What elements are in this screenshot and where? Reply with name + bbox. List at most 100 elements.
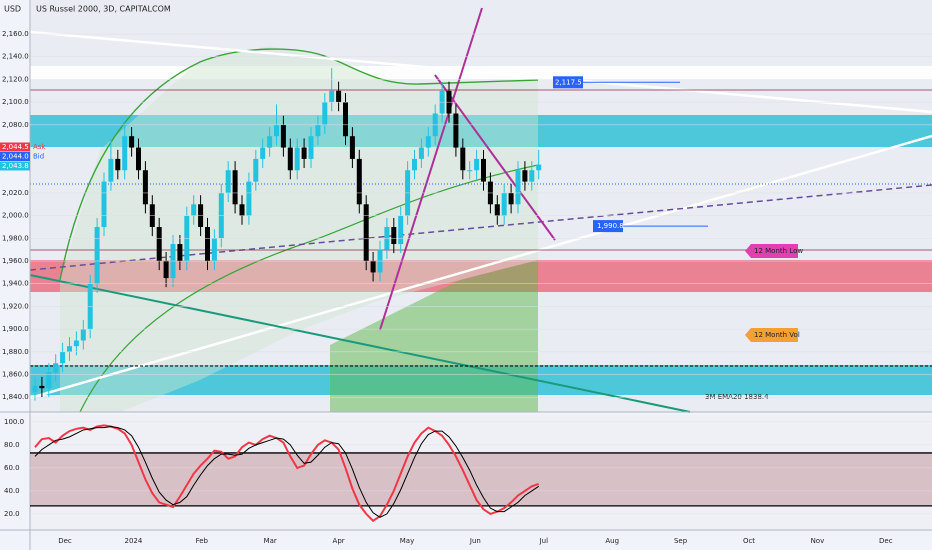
candle-body — [211, 238, 217, 262]
oscillator-band — [30, 453, 932, 506]
x-tick-label: Dec — [58, 537, 72, 545]
candle-body — [425, 136, 431, 148]
candle-body — [508, 192, 514, 205]
candle-body — [522, 170, 528, 182]
candle-body — [294, 147, 300, 171]
candle-body — [308, 136, 314, 159]
candle-body — [536, 164, 542, 171]
candle-body — [260, 147, 266, 159]
y-tick-label: 1,840.0 — [2, 393, 29, 401]
tag-box — [745, 244, 798, 258]
candle-body — [274, 124, 279, 137]
price-label: 2,044.0 — [2, 153, 29, 161]
candle-body — [225, 170, 231, 193]
y-tick-label: 2,080.0 — [2, 121, 29, 129]
candle-body — [280, 124, 286, 148]
candle-body — [108, 158, 114, 182]
candle-body — [329, 90, 335, 103]
candle-body — [129, 136, 135, 148]
y-tick-label: 2,020.0 — [2, 189, 29, 197]
price-label-name: Ask — [33, 143, 46, 151]
y-tick-label: 80.0 — [4, 441, 20, 449]
candle-body — [474, 158, 480, 171]
trendline — [29, 274, 691, 413]
y-tick-label: 1,920.0 — [2, 302, 29, 310]
x-tick-label: Mar — [264, 537, 277, 545]
y-tick-label: 100.0 — [4, 418, 24, 426]
price-label: 2,043.8 — [2, 162, 29, 170]
candle-body — [115, 158, 121, 171]
x-tick-label: Aug — [605, 537, 619, 545]
price-label-box — [0, 161, 30, 171]
annotation-box — [593, 220, 623, 233]
x-tick-label: Nov — [811, 537, 825, 545]
price-label: 2,044.5 — [2, 143, 29, 151]
candle-body — [239, 204, 245, 216]
price-label-box — [0, 142, 30, 152]
candle-body — [481, 158, 486, 182]
y-tick-label: 2,000.0 — [2, 212, 29, 220]
x-tick-label: Sep — [674, 537, 688, 545]
candle-body — [349, 136, 355, 159]
candle-body — [136, 147, 141, 171]
candle-body — [39, 385, 45, 389]
chart-title: US Russel 2000, 3D, CAPITALCOM — [36, 5, 171, 14]
candle-body — [60, 351, 66, 364]
y-tick-label: 1,880.0 — [2, 348, 29, 356]
candle-body — [529, 170, 535, 182]
y-tick-label: 1,960.0 — [2, 257, 29, 265]
candle-body — [418, 147, 424, 159]
annotation-label: 2,117.5 — [555, 78, 582, 86]
candle-body — [453, 113, 459, 148]
candle-body — [142, 170, 148, 205]
candle-body — [191, 204, 197, 216]
candle-body — [315, 124, 321, 137]
y-tick-label: 60.0 — [4, 464, 20, 472]
candle-body — [205, 226, 210, 262]
candle-body — [156, 226, 162, 262]
candle-body — [232, 170, 238, 205]
cloud — [330, 260, 538, 412]
candle-body — [322, 102, 328, 125]
y-tick-label: 2,120.0 — [2, 75, 29, 83]
candle-body — [343, 102, 348, 137]
trendline — [434, 74, 556, 241]
candle-body — [460, 147, 466, 171]
x-tick-label: Jun — [469, 537, 481, 545]
price-label-name: Bid — [33, 153, 44, 161]
candle-body — [101, 181, 107, 227]
tag-label: 12 Month Low — [754, 247, 803, 255]
x-tick-label: 2024 — [124, 537, 142, 545]
x-tick-label: May — [400, 537, 414, 545]
candle-body — [336, 90, 342, 103]
oscillator-line — [34, 424, 540, 523]
annotation-label: 1,990.8 — [597, 222, 624, 230]
upper-band — [59, 48, 539, 281]
x-tick-label: Jul — [539, 537, 549, 545]
candle-body — [32, 385, 38, 392]
x-tick-label: Feb — [196, 537, 209, 545]
candle-body — [363, 204, 369, 262]
y-tick-label: 1,900.0 — [2, 325, 29, 333]
candle-body — [501, 192, 507, 216]
y-tick-label: 1,940.0 — [2, 280, 29, 288]
zone — [30, 115, 932, 147]
candle-body — [515, 170, 521, 205]
candle-body — [73, 340, 79, 347]
candle-body — [494, 204, 500, 216]
x-tick-label: Apr — [333, 537, 345, 545]
x-tick-label: Dec — [879, 537, 893, 545]
y-tick-label: 2,160.0 — [2, 30, 29, 38]
candle-body — [370, 261, 376, 273]
candle-body — [391, 226, 397, 245]
y-tick-label: 2,140.0 — [2, 53, 29, 61]
candle-body — [122, 136, 128, 171]
candle-body — [253, 158, 259, 182]
x-tick-label: Oct — [743, 537, 755, 545]
candle-body — [467, 170, 473, 172]
candle-body — [163, 261, 169, 279]
candle-body — [67, 346, 72, 352]
y-tick-label: 2,100.0 — [2, 98, 29, 106]
candle-body — [246, 181, 252, 216]
tag-box — [745, 328, 798, 342]
